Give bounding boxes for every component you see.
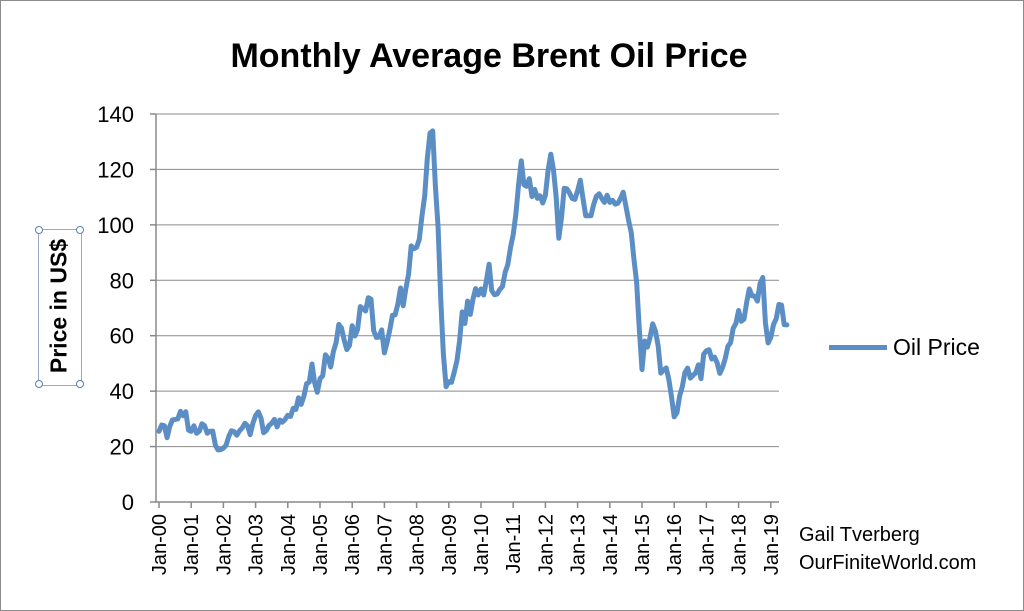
x-tick-label-Jan-17: Jan-17	[696, 514, 718, 575]
y-tick-label-120: 120	[97, 157, 134, 182]
x-tick-label-Jan-10: Jan-10	[471, 514, 493, 575]
x-tick-label-Jan-03: Jan-03	[246, 514, 268, 575]
chart-title: Monthly Average Brent Oil Price	[230, 37, 748, 75]
credit-site: OurFiniteWorld.com	[799, 552, 977, 574]
credit-author: Gail Tverberg	[799, 524, 920, 546]
x-tick-label-Jan-15: Jan-15	[632, 514, 654, 575]
x-tick-label-Jan-13: Jan-13	[568, 514, 590, 575]
axes	[155, 114, 779, 503]
y-tick-label-20: 20	[110, 435, 134, 460]
x-tick-label-Jan-16: Jan-16	[664, 514, 686, 575]
legend-swatch	[829, 345, 887, 350]
x-tick-label-Jan-19: Jan-19	[761, 514, 783, 575]
y-axis-label-box[interactable]	[35, 226, 84, 388]
x-tick-label-Jan-18: Jan-18	[729, 514, 751, 575]
x-tick-label-Jan-11: Jan-11	[503, 514, 525, 574]
legend-label: Oil Price	[893, 334, 980, 360]
y-tick-label-0: 0	[122, 490, 134, 515]
series-line-oil-price	[156, 128, 790, 453]
credit: Gail Tverberg OurFiniteWorld.com	[799, 521, 976, 577]
resize-handle-bottom-right[interactable]	[76, 380, 84, 388]
y-tick-label-140: 140	[97, 102, 134, 127]
y-axis-ticks: 0 20 40 60 80 100 120 140	[97, 102, 156, 515]
x-tick-label-Jan-07: Jan-07	[374, 514, 396, 575]
x-tick-label-Jan-09: Jan-09	[439, 514, 461, 575]
resize-handle-bottom-left[interactable]	[35, 380, 43, 388]
x-tick-label-Jan-08: Jan-08	[407, 514, 429, 575]
x-tick-label-Jan-01: Jan-01	[181, 514, 203, 575]
legend: Oil Price	[829, 334, 980, 361]
x-tick-label-Jan-04: Jan-04	[278, 514, 300, 575]
y-tick-label-80: 80	[110, 268, 134, 293]
y-tick-label-40: 40	[110, 379, 134, 404]
x-tick-label-Jan-06: Jan-06	[342, 514, 364, 575]
y-axis-label: Price in US$	[45, 238, 72, 374]
x-tick-label-Jan-14: Jan-14	[600, 514, 622, 575]
gridlines	[156, 113, 779, 448]
resize-handle-top-right[interactable]	[76, 226, 84, 234]
x-tick-label-Jan-12: Jan-12	[535, 514, 557, 575]
y-tick-label-60: 60	[110, 324, 134, 349]
x-axis-ticks: Jan-00 Jan-01 Jan-02 Jan-03 Jan-04 Jan-05 Jan-…	[149, 502, 783, 575]
x-tick-label-Jan-00: Jan-00	[149, 514, 171, 575]
y-tick-label-100: 100	[97, 213, 134, 238]
x-tick-label-Jan-02: Jan-02	[213, 514, 235, 575]
series-layer	[156, 128, 790, 453]
resize-handle-top-left[interactable]	[35, 226, 43, 234]
x-tick-label-Jan-05: Jan-05	[310, 514, 332, 575]
